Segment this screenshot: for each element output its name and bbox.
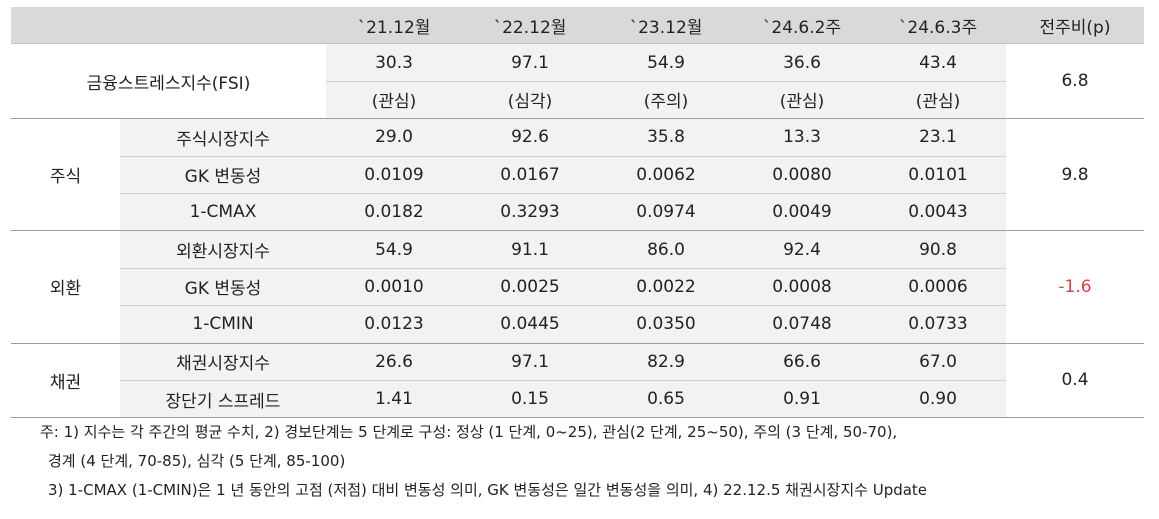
cell-value: 0.0022 (598, 268, 734, 307)
row-label: 외환시장지수 (120, 230, 326, 269)
cell-value: 0.15 (462, 380, 598, 419)
cell-value: 0.0049 (734, 193, 870, 232)
cell-value: 66.6 (734, 343, 870, 381)
footnote-line: 주: 1) 지수는 각 주간의 평균 수치, 2) 경보단계는 5 단계로 구성… (40, 423, 898, 441)
cell-value: 1.41 (326, 380, 462, 419)
cell-value: 0.3293 (462, 193, 598, 232)
group-label-bond: 채권 (11, 343, 120, 419)
cell-value: 13.3 (734, 118, 870, 157)
cell-value: 0.0733 (870, 305, 1006, 344)
col-header: `24.6.3주 (870, 7, 1006, 45)
cell-value: 0.0010 (326, 268, 462, 307)
header-blank (11, 7, 326, 45)
table-row: GK 변동성 0.0109 0.0167 0.0062 0.0080 0.010… (11, 156, 1144, 194)
cell-value: 0.65 (598, 380, 734, 419)
cell-value: 92.4 (734, 230, 870, 269)
group-change-stock: 9.8 (1006, 118, 1144, 232)
col-header: `22.12월 (462, 7, 598, 45)
cell-value: 0.0445 (462, 305, 598, 344)
table-row: GK 변동성 0.0010 0.0025 0.0022 0.0008 0.000… (11, 268, 1144, 307)
col-header: 전주비(p) (1006, 7, 1144, 45)
cell-value: 29.0 (326, 118, 462, 157)
cell-value: 0.0025 (462, 268, 598, 307)
cell-value: 0.0974 (598, 193, 734, 232)
cell-value: 91.1 (462, 230, 598, 269)
table-row: 채권 채권시장지수 26.6 97.1 82.9 66.6 67.0 0.4 (11, 343, 1144, 419)
cell-value: 23.1 (870, 118, 1006, 157)
table-row: 외환 외환시장지수 54.9 91.1 86.0 92.4 90.8 -1.6 (11, 230, 1144, 344)
cell-value: 0.0043 (870, 193, 1006, 232)
cell-value: 90.8 (870, 230, 1006, 269)
col-header: `24.6.2주 (734, 7, 870, 45)
cell-value: 0.0101 (870, 156, 1006, 194)
row-label: 장단기 스프레드 (120, 380, 326, 419)
cell-value: 82.9 (598, 343, 734, 381)
fsi-level: (관심) (870, 81, 1006, 120)
fsi-table: `21.12월 `22.12월 `23.12월 `24.6.2주 `24.6.3… (11, 7, 1144, 419)
group-change-bond: 0.4 (1006, 343, 1144, 419)
fsi-label: 금융스트레스지수(FSI) (11, 43, 326, 120)
cell-value: 0.0109 (326, 156, 462, 194)
fsi-value: 97.1 (462, 43, 598, 82)
cell-value: 0.0182 (326, 193, 462, 232)
fsi-level: (관심) (734, 81, 870, 120)
cell-value: 0.0748 (734, 305, 870, 344)
fsi-level: (심각) (462, 81, 598, 120)
fsi-level-row: (관심) (심각) (주의) (관심) (관심) (11, 81, 1144, 120)
table-row: 1-CMAX 0.0182 0.3293 0.0974 0.0049 0.004… (11, 193, 1144, 232)
group-label-fx: 외환 (11, 230, 120, 344)
fsi-value-row: 금융스트레스지수(FSI) 30.3 97.1 54.9 36.6 43.4 6… (11, 43, 1144, 120)
cell-value: 97.1 (462, 343, 598, 381)
table-row: 1-CMIN 0.0123 0.0445 0.0350 0.0748 0.073… (11, 305, 1144, 344)
row-label: 1-CMAX (120, 193, 326, 232)
fsi-value: 30.3 (326, 43, 462, 82)
fsi-change: 6.8 (1006, 43, 1144, 120)
cell-value: 67.0 (870, 343, 1006, 381)
row-label: 채권시장지수 (120, 343, 326, 381)
cell-value: 0.0008 (734, 268, 870, 307)
fsi-value: 43.4 (870, 43, 1006, 82)
col-header: `21.12월 (326, 7, 462, 45)
table-row: 장단기 스프레드 1.41 0.15 0.65 0.91 0.90 (11, 380, 1144, 419)
cell-value: 54.9 (326, 230, 462, 269)
row-label: 1-CMIN (120, 305, 326, 344)
row-label: GK 변동성 (120, 156, 326, 194)
table-row: 주식 주식시장지수 29.0 92.6 35.8 13.3 23.1 9.8 (11, 118, 1144, 232)
cell-value: 0.90 (870, 380, 1006, 419)
cell-value: 0.91 (734, 380, 870, 419)
fsi-value: 54.9 (598, 43, 734, 82)
footnotes: 주: 1) 지수는 각 주간의 평균 수치, 2) 경보단계는 5 단계로 구성… (40, 418, 927, 505)
row-label: 주식시장지수 (120, 118, 326, 157)
row-label: GK 변동성 (120, 268, 326, 307)
cell-value: 35.8 (598, 118, 734, 157)
cell-value: 26.6 (326, 343, 462, 381)
footnote-line: 3) 1-CMAX (1-CMIN)은 1 년 동안의 고점 (저점) 대비 변… (48, 481, 928, 499)
header-row: `21.12월 `22.12월 `23.12월 `24.6.2주 `24.6.3… (11, 7, 1144, 45)
cell-value: 92.6 (462, 118, 598, 157)
col-header: `23.12월 (598, 7, 734, 45)
cell-value: 0.0080 (734, 156, 870, 194)
group-label-stock: 주식 (11, 118, 120, 232)
cell-value: 86.0 (598, 230, 734, 269)
cell-value: 0.0123 (326, 305, 462, 344)
group-change-fx: -1.6 (1006, 230, 1144, 344)
fsi-level: (주의) (598, 81, 734, 120)
cell-value: 0.0350 (598, 305, 734, 344)
cell-value: 0.0062 (598, 156, 734, 194)
cell-value: 0.0006 (870, 268, 1006, 307)
fsi-value: 36.6 (734, 43, 870, 82)
footnote-line: 경계 (4 단계, 70-85), 심각 (5 단계, 85-100) (48, 452, 346, 470)
fsi-level: (관심) (326, 81, 462, 120)
cell-value: 0.0167 (462, 156, 598, 194)
